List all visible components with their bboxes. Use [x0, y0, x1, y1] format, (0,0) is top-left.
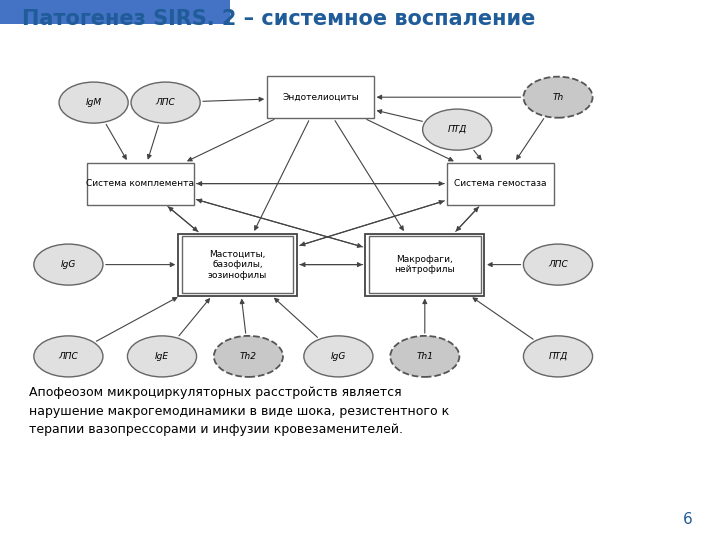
FancyBboxPatch shape: [181, 237, 294, 293]
Ellipse shape: [390, 336, 459, 377]
Text: IgM: IgM: [86, 98, 102, 107]
Text: Апофеозом микроциркуляторных расстройств является
нарушение макрогемодинамики в : Апофеозом микроциркуляторных расстройств…: [29, 386, 449, 436]
Text: Система комплемента: Система комплемента: [86, 179, 194, 188]
Text: Макрофаги,
нейтрофилы: Макрофаги, нейтрофилы: [395, 255, 455, 274]
Text: Система гемостаза: Система гемостаза: [454, 179, 546, 188]
Ellipse shape: [523, 336, 593, 377]
FancyBboxPatch shape: [179, 233, 297, 296]
Ellipse shape: [214, 336, 283, 377]
Text: 6: 6: [683, 511, 693, 526]
Text: ПТД: ПТД: [448, 125, 467, 134]
Ellipse shape: [131, 82, 200, 123]
Text: Эндотелиоциты: Эндотелиоциты: [282, 93, 359, 102]
Text: Патогенез SIRS. 2 – системное воспаление: Патогенез SIRS. 2 – системное воспаление: [22, 9, 535, 29]
Text: Мастоциты,
базофилы,
эозинофилы: Мастоциты, базофилы, эозинофилы: [208, 249, 267, 280]
FancyBboxPatch shape: [447, 163, 554, 205]
Text: ЛПС: ЛПС: [548, 260, 568, 269]
Text: IgG: IgG: [60, 260, 76, 269]
Ellipse shape: [523, 77, 593, 118]
Text: IgE: IgE: [155, 352, 169, 361]
FancyBboxPatch shape: [365, 233, 484, 296]
Ellipse shape: [59, 82, 128, 123]
Ellipse shape: [423, 109, 492, 150]
Text: ПТД: ПТД: [549, 352, 567, 361]
FancyBboxPatch shape: [369, 237, 481, 293]
Text: ЛПС: ЛПС: [156, 98, 176, 107]
FancyBboxPatch shape: [0, 0, 230, 24]
Ellipse shape: [34, 244, 103, 285]
Text: Th2: Th2: [240, 352, 257, 361]
Text: Th1: Th1: [416, 352, 433, 361]
FancyBboxPatch shape: [87, 163, 194, 205]
Ellipse shape: [127, 336, 197, 377]
Ellipse shape: [523, 244, 593, 285]
Ellipse shape: [304, 336, 373, 377]
Text: ЛПС: ЛПС: [58, 352, 78, 361]
Text: Th: Th: [552, 93, 564, 102]
FancyBboxPatch shape: [267, 76, 374, 118]
Ellipse shape: [34, 336, 103, 377]
Text: IgG: IgG: [330, 352, 346, 361]
